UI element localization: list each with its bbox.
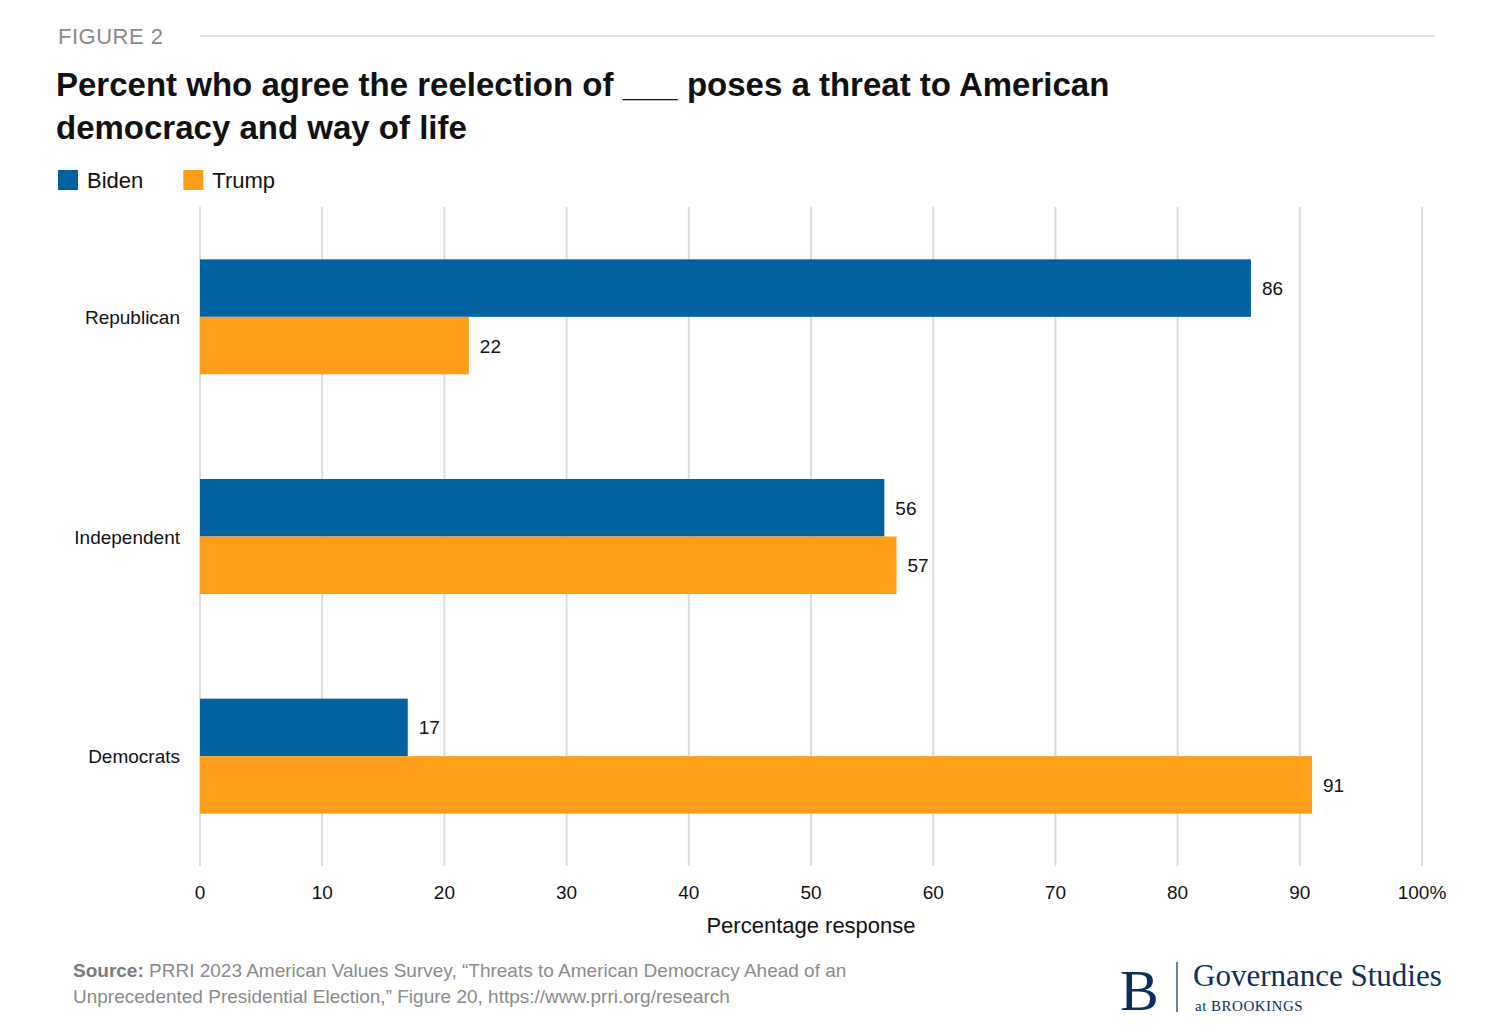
tick-label: 30 — [556, 882, 577, 903]
category-label: Democrats — [88, 746, 180, 767]
header-rule — [200, 35, 1435, 37]
bar — [200, 479, 884, 537]
brand-sub: at BROOKINGS — [1195, 998, 1303, 1014]
data-label: 91 — [1323, 775, 1344, 796]
title-line: democracy and way of life — [56, 109, 467, 146]
tick-label: 20 — [434, 882, 455, 903]
grid-line — [1421, 207, 1423, 866]
grid — [200, 207, 1422, 866]
legend-swatch — [183, 170, 203, 190]
data-label: 56 — [895, 498, 916, 519]
brand-name: Governance Studies — [1193, 958, 1442, 993]
tick-label: 60 — [923, 882, 944, 903]
axis-title: Percentage response — [706, 913, 915, 938]
tick-label: 100% — [1398, 882, 1447, 903]
legend-label: Trump — [212, 168, 275, 193]
bar — [200, 259, 1251, 317]
data-label: 57 — [908, 555, 929, 576]
bars — [200, 259, 1312, 813]
bar — [200, 756, 1312, 814]
tick-label: 70 — [1045, 882, 1066, 903]
tick-label: 90 — [1289, 882, 1310, 903]
tick-label: 80 — [1167, 882, 1188, 903]
data-labels: 86 22 56 57 17 91 — [419, 278, 1344, 796]
source-text: Unprecedented Presidential Election,” Fi… — [73, 986, 730, 1007]
figure-label: FIGURE 2 — [58, 24, 163, 49]
brand-logo: B — [1120, 958, 1159, 1023]
chart: FIGURE 2 Percent who agree the reelection… — [0, 0, 1500, 1035]
tick-label: 0 — [195, 882, 206, 903]
title-line: Percent who agree the reelection of ___ … — [56, 66, 1109, 103]
legend-item: Trump — [183, 168, 275, 193]
tick-label: 10 — [312, 882, 333, 903]
bar — [200, 317, 469, 375]
tick-label: 50 — [800, 882, 821, 903]
legend-item: Biden — [58, 168, 143, 193]
title: Percent who agree the reelection of ___ … — [56, 66, 1109, 146]
tick-label: 40 — [678, 882, 699, 903]
legend-swatch — [58, 170, 78, 190]
data-label: 22 — [480, 336, 501, 357]
data-label: 86 — [1262, 278, 1283, 299]
source-label: Source: — [73, 960, 144, 981]
data-label: 17 — [419, 717, 440, 738]
bar — [200, 537, 897, 595]
legend-label: Biden — [87, 168, 143, 193]
source-line: Source: PRRI 2023 American Values Survey… — [73, 960, 846, 981]
bar — [200, 699, 408, 757]
category-label: Republican — [85, 307, 180, 328]
category-label: Independent — [74, 527, 180, 548]
source-text: PRRI 2023 American Values Survey, “Threa… — [144, 960, 847, 981]
brand-divider — [1176, 962, 1177, 1012]
